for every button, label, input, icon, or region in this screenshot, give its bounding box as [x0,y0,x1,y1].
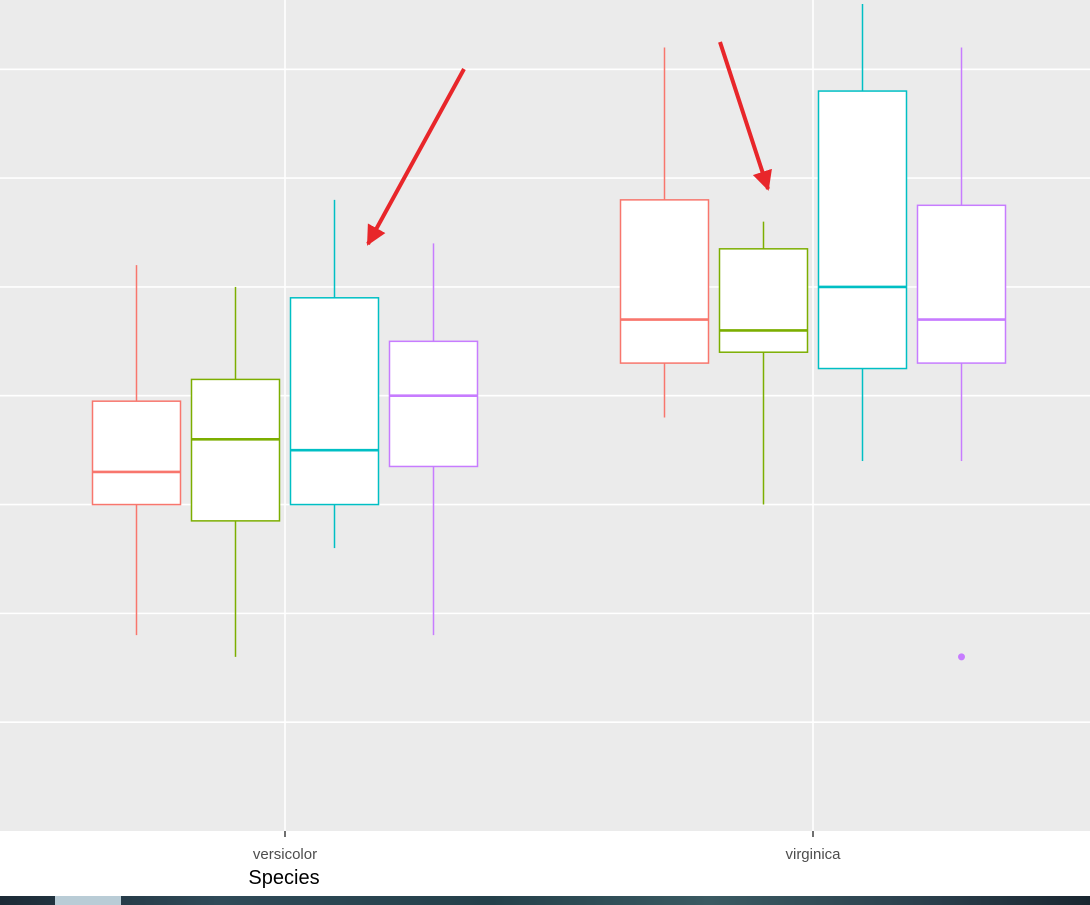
x-tick-label-versicolor: versicolor [253,846,317,863]
box-body [190,378,281,522]
taskbar-app-icon[interactable] [55,896,121,905]
box-body [916,204,1007,364]
box-virginica-3 [916,47,1007,462]
box-body [817,90,908,370]
plot-panel [0,0,1090,831]
box-body [718,248,809,353]
annotation-arrow [718,41,772,191]
box-versicolor-2 [289,199,380,549]
x-axis-title: Species [248,867,319,889]
x-axis: versicolor virginica [253,831,841,863]
box-body [619,199,710,364]
box-body [289,297,380,506]
annotation-arrow [366,68,466,246]
box-body [388,340,479,468]
annotations [366,41,772,246]
taskbar [0,896,1090,905]
boxes [91,4,1007,661]
box-body [91,400,182,506]
box-virginica-0 [619,47,710,418]
box-versicolor-0 [91,265,182,636]
box-versicolor-3 [388,243,479,636]
outlier-point [958,653,965,661]
box-virginica-2 [817,4,908,462]
x-tick-label-virginica: virginica [785,846,841,863]
box-virginica-1 [718,221,809,505]
grid-lines [0,0,1090,831]
box-versicolor-1 [190,286,281,657]
